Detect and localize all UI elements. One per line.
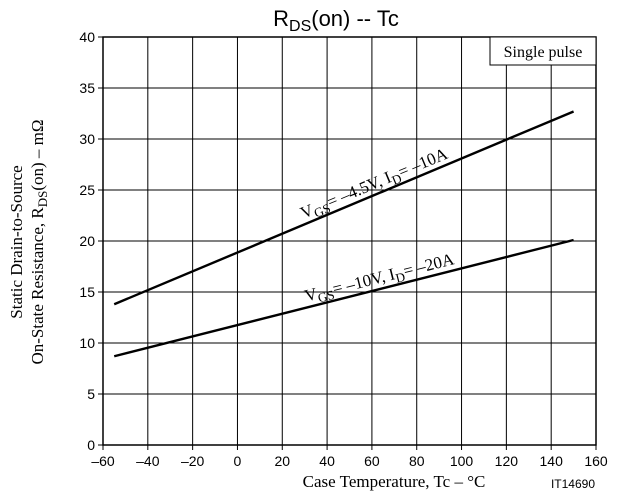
single-pulse-annotation: Single pulse [489,36,597,66]
y-tick-label: 30 [79,131,95,147]
x-tick-label: 120 [495,453,519,469]
x-tick-label: 40 [319,453,335,469]
x-tick-label: –20 [181,453,205,469]
series-line-1 [113,238,574,358]
x-tick-label: 100 [450,453,474,469]
y-tick-label: 20 [79,233,95,249]
y-tick-label: 5 [87,386,95,402]
x-tick-label: 20 [274,453,290,469]
y-tick-label: 40 [79,29,95,45]
chart-title: RDS(on) -- Tc [273,6,399,35]
series-lines [113,110,575,358]
y-axis-label-line1: Static Drain-to-Source [7,165,26,318]
x-tick-label: –40 [136,453,160,469]
x-tick-label: 80 [409,453,425,469]
x-axis-label: Case Temperature, Tc – °C [303,472,486,491]
x-tick-label: –60 [91,453,115,469]
x-tick-label: 140 [540,453,564,469]
y-tick-label: 0 [87,437,95,453]
y-tick-label: 25 [79,182,95,198]
series-line-0 [113,110,575,306]
axis-ticks: –60 –40 –20 0 20 40 60 80 100 120 140 160 0 5 10 15 20 25… [79,29,607,469]
x-tick-label: 160 [584,453,608,469]
y-axis-label: Static Drain-to-Source On-State Resistan… [7,119,50,364]
y-tick-label: 35 [79,80,95,96]
x-tick-label: 0 [234,453,242,469]
grid-lines [103,37,596,445]
y-tick-label: 10 [79,335,95,351]
y-tick-label: 15 [79,284,95,300]
single-pulse-label: Single pulse [504,44,583,61]
x-tick-label: 60 [364,453,380,469]
part-number-label: IT14690 [551,477,595,491]
series-label-vgs-4-5v: VGS= –4.5V, ID= –10A [298,144,453,226]
series-label-vgs-10v: VGS= –10V, ID= –20A [303,249,458,308]
plot-frame [102,36,597,446]
y-axis-label-line2: On-State Resistance, RDS(on) – mΩ [28,119,50,364]
